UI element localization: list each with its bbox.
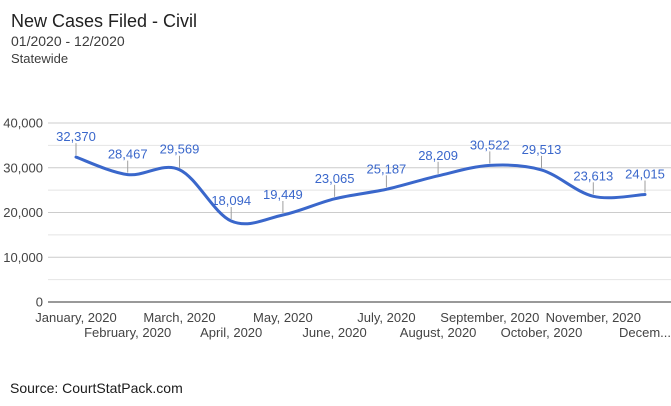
data-label: 23,613	[573, 168, 613, 183]
x-tick-label: September, 2020	[440, 310, 539, 325]
chart-title: New Cases Filed - Civil	[11, 11, 198, 31]
data-label: 23,065	[315, 171, 355, 186]
data-annotations: 32,370 28,467 29,569 18,094 19,449 23,065 25,1…	[56, 129, 665, 219]
chart-date-range: 01/2020 - 12/2020	[11, 33, 125, 49]
y-tick-label: 30,000	[3, 160, 43, 175]
data-label: 29,569	[160, 142, 200, 157]
x-tick-label: November, 2020	[546, 310, 641, 325]
data-label: 19,449	[263, 187, 303, 202]
y-tick-label: 20,000	[3, 205, 43, 220]
data-label: 28,467	[108, 147, 148, 162]
x-tick-label: March, 2020	[143, 310, 215, 325]
x-tick-label: April, 2020	[200, 325, 262, 340]
y-tick-label: 0	[36, 295, 43, 310]
x-tick-label: October, 2020	[501, 325, 583, 340]
y-tick-label: 10,000	[3, 250, 43, 265]
source-attribution: Source: CourtStatPack.com	[10, 380, 183, 396]
y-tick-label: 40,000	[3, 116, 43, 131]
x-tick-label: February, 2020	[84, 325, 171, 340]
gridlines	[48, 122, 671, 303]
x-tick-label: June, 2020	[302, 325, 366, 340]
x-tick-label: January, 2020	[35, 310, 116, 325]
data-label: 28,209	[418, 148, 458, 163]
x-tick-label: May, 2020	[253, 310, 313, 325]
x-tick-label: Decem...	[619, 325, 671, 340]
chart-scope: Statewide	[11, 51, 69, 66]
data-label: 30,522	[470, 137, 510, 152]
y-axis-labels: 0 10,000 20,000 30,000 40,000	[3, 116, 43, 310]
data-label: 25,187	[367, 161, 407, 176]
x-tick-label: July, 2020	[357, 310, 415, 325]
data-label: 32,370	[56, 129, 96, 144]
chart-header: New Cases Filed - Civil 01/2020 - 12/202…	[11, 10, 197, 68]
data-label: 29,513	[522, 142, 562, 157]
x-tick-label: August, 2020	[400, 325, 477, 340]
data-label: 18,094	[211, 193, 251, 208]
series-line	[74, 155, 647, 226]
data-label: 24,015	[625, 167, 665, 182]
